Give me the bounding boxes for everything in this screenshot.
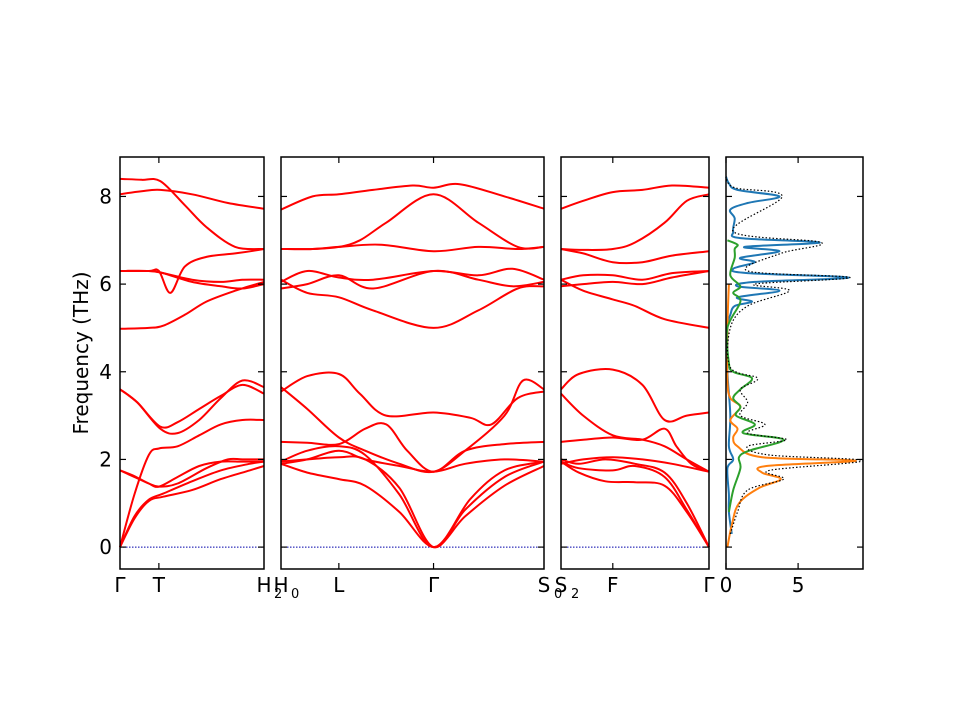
phonon-band-line [280,267,545,283]
phonon-band-line [280,462,545,549]
x-tick-label: L [333,573,345,597]
x-tick-label-subscript: 0 [554,587,562,602]
phonon-band-line [280,182,545,211]
phonon-band-line [119,383,265,429]
dos-panel-frame [725,156,864,570]
phonon-band-line [560,392,710,473]
phonon-band-line [119,177,265,251]
phonon-band-line [560,278,710,329]
phonon-band-line [280,445,545,549]
phonon-band-line [119,269,265,283]
phonon-band-line [280,378,545,474]
y-tick-label: 8 [99,184,112,208]
y-axis-label: Frequency (THz) [69,271,93,434]
phonon-band-line [280,422,545,473]
panel-frame [119,156,265,570]
phonon-band-line [280,455,545,549]
x-tick-label: S [555,573,568,597]
band-panel-1 [119,156,265,570]
phonon-band-line [119,457,264,488]
phonon-band-line [280,278,545,329]
y-tick-label: 4 [99,360,112,384]
band-panel-2 [280,156,545,570]
phonon-band-line [560,456,710,473]
phonon-band-line [119,418,265,548]
phonon-band-line [280,449,545,473]
y-tick-label: 0 [99,535,112,559]
phonon-band-line [560,458,710,548]
phonon-band-line [560,248,710,265]
phonon-band-line [119,460,265,548]
phonon-band-line [280,371,545,427]
phonon-band-line [560,184,710,210]
band-panel-3 [560,156,710,570]
x-tick-label-subscript: 0 [291,587,299,602]
dos-series-line [725,239,785,513]
phonon-band-line [560,460,710,548]
x-tick-label: H [256,573,271,597]
phonon-band-line [119,465,265,548]
dos-x-tick-label: 0 [720,573,733,597]
x-tick-label: F [607,573,619,597]
phonon-band-line [560,270,710,281]
x-tick-label: H [273,573,288,597]
panel-frame [280,156,545,570]
dos-total-line [725,176,864,535]
x-tick-label: Γ [428,573,440,597]
phonon-band-line [119,269,265,290]
x-tick-label-subscript: 2 [274,587,282,602]
x-tick-label: T [152,573,166,597]
phonon-band-line [280,193,545,251]
x-tick-label: S [538,573,551,597]
phonon-band-line [560,460,710,548]
phonon-band-line [119,188,265,210]
phonon-band-line [119,280,265,330]
panel-frame [560,156,710,570]
y-tick-label: 6 [99,272,112,296]
x-tick-label: Γ [703,573,715,597]
phonon-band-line [280,269,545,290]
dos-series-line [725,176,850,535]
x-tick-label: Γ [114,573,126,597]
phonon-band-line [560,427,710,473]
phonon-band-line [560,368,710,423]
y-tick-label: 2 [99,447,112,471]
dos-series-line [726,284,857,548]
phonon-band-line [560,270,710,288]
x-tick-label-subscript: 2 [571,587,579,602]
dos-x-tick-label: 5 [792,573,805,597]
phonon-band-line [560,193,710,251]
